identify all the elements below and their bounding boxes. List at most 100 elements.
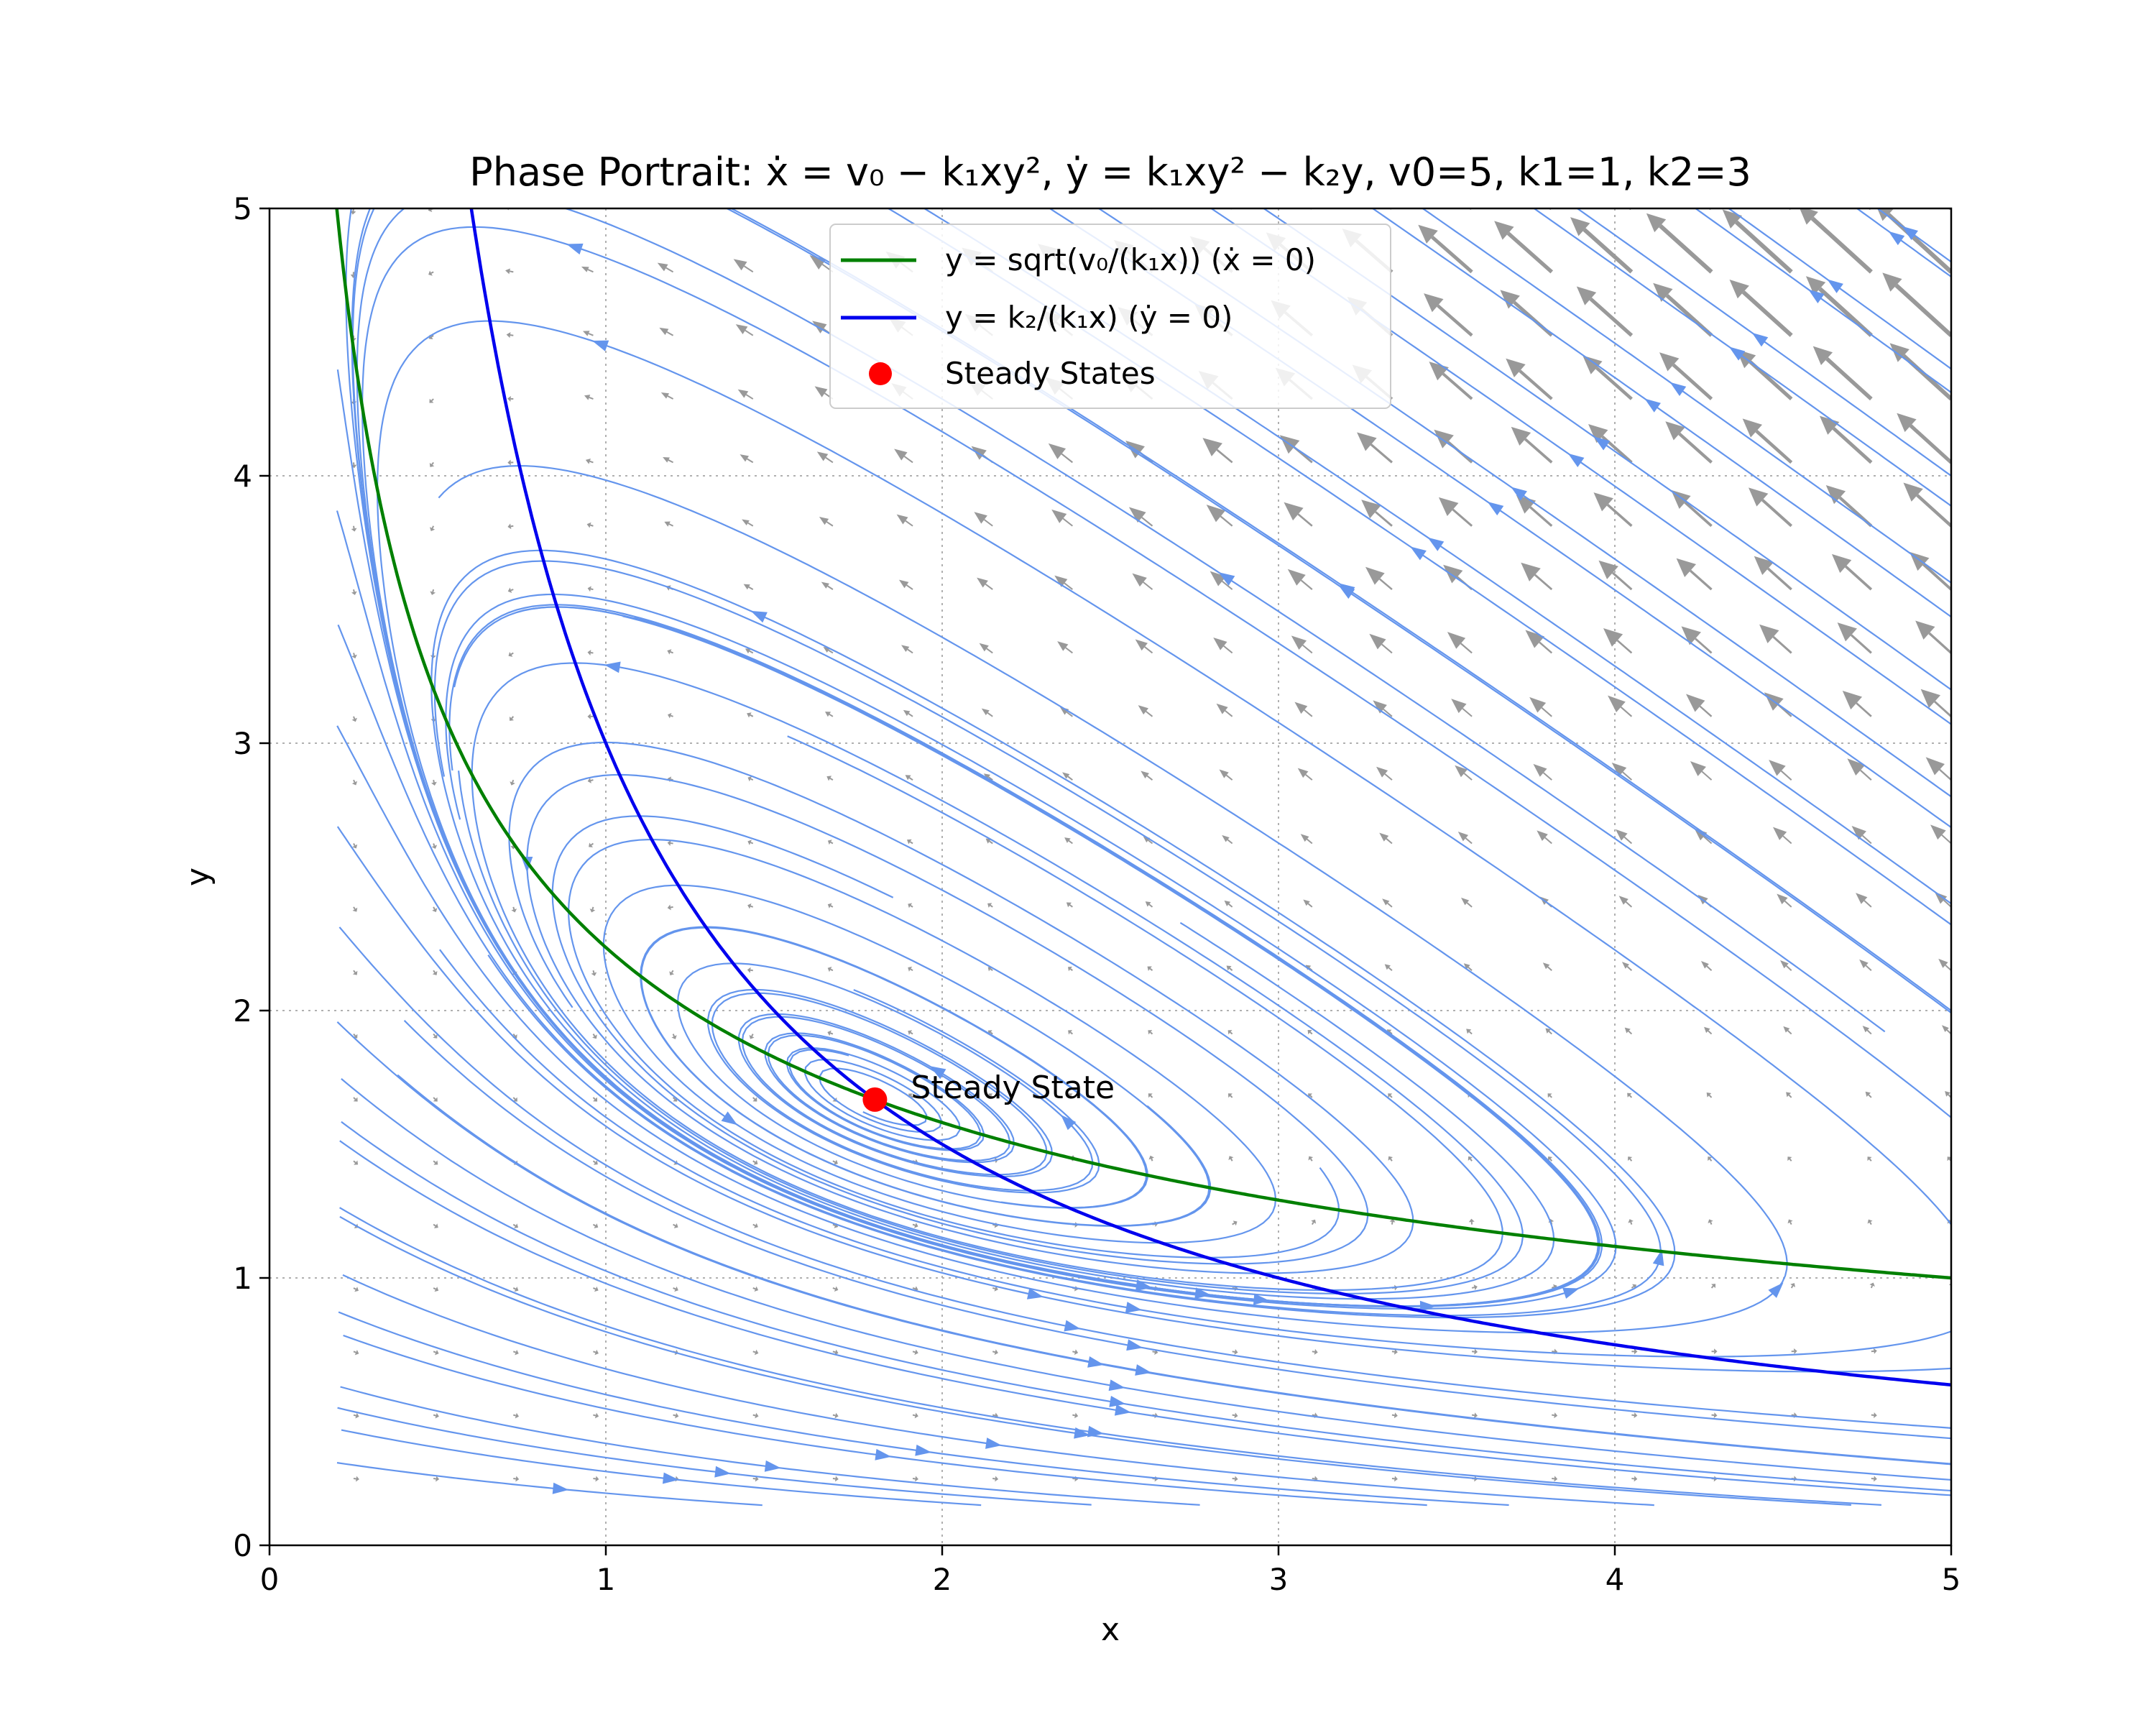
quiver-arrowhead — [905, 775, 911, 781]
steady-state-point — [862, 1087, 888, 1112]
quiver-arrow — [1825, 357, 1873, 401]
quiver-arrow — [1787, 1030, 1792, 1035]
quiver-arrowhead — [1511, 426, 1531, 446]
quiver-arrowhead — [755, 1412, 759, 1419]
quiver-arrowhead — [1786, 1092, 1792, 1098]
quiver-arrowhead — [1379, 832, 1389, 842]
quiver-arrowhead — [1463, 963, 1470, 970]
quiver-arrowhead — [1653, 282, 1673, 303]
quiver-arrowhead — [1227, 1093, 1233, 1098]
quiver-arrowhead — [1634, 1476, 1638, 1482]
quiver-arrowhead — [1311, 1219, 1317, 1224]
quiver-arrow — [593, 1414, 596, 1417]
quiver-arrow — [986, 648, 993, 654]
quiver-arrowhead — [1700, 961, 1709, 969]
quiver-arrowhead — [1772, 827, 1787, 840]
quiver-arrow — [1708, 1030, 1713, 1035]
quiver-arrowhead — [587, 586, 591, 592]
quiver-arrowhead — [834, 1286, 839, 1292]
quiver-arrowhead — [1228, 1156, 1234, 1161]
quiver-arrow — [667, 395, 674, 400]
quiver-arrow — [1699, 705, 1713, 717]
quiver-arrowhead — [1790, 1283, 1795, 1287]
quiver-arrowhead — [1300, 834, 1309, 842]
quiver-arrow — [752, 1414, 756, 1417]
quiver-arrowhead — [1466, 1029, 1472, 1034]
quiver-arrowhead — [1859, 959, 1869, 968]
quiver-arrowhead — [655, 198, 668, 208]
quiver-arrowhead — [819, 517, 829, 525]
quiver-arrowhead — [1704, 1026, 1710, 1034]
streamline — [336, 1462, 763, 1506]
quiver-arrowhead — [1062, 772, 1070, 779]
quiver-arrow — [1755, 430, 1793, 464]
quiver-arrowhead — [1141, 770, 1149, 779]
quiver-arrowhead — [908, 966, 913, 972]
quiver-arrowhead — [352, 844, 358, 849]
quiver-arrowhead — [1627, 1092, 1632, 1098]
quiver-arrowhead — [1234, 1349, 1238, 1355]
quiver-arrowhead — [431, 781, 437, 786]
quiver-arrow — [1868, 1094, 1872, 1098]
quiver-arrowhead — [1708, 1156, 1713, 1162]
quiver-arrow — [751, 1034, 754, 1037]
quiver-arrowhead — [1219, 769, 1229, 778]
y-tick-label: 4 — [233, 459, 252, 494]
streamline-arrow — [1126, 1339, 1143, 1351]
quiver-arrowhead — [1148, 1093, 1153, 1098]
quiver-arrow — [1616, 640, 1633, 654]
quiver-arrow — [1703, 836, 1713, 845]
quiver-arrow — [430, 271, 434, 274]
quiver-arrow — [1749, 360, 1793, 400]
quiver-arrowhead — [505, 268, 510, 275]
quiver-arrow — [1709, 1158, 1713, 1162]
quiver-arrow — [673, 1223, 676, 1227]
quiver-arrowhead — [581, 266, 589, 272]
x-tick-label: 0 — [260, 1562, 280, 1597]
quiver-arrowhead — [745, 648, 751, 654]
streamline-arrow — [1808, 289, 1825, 303]
quiver-arrowhead — [1889, 343, 1909, 362]
streamline-arrow — [721, 1111, 738, 1126]
quiver-arrowhead — [1148, 1155, 1154, 1160]
quiver-arrow — [668, 523, 674, 527]
quiver-arrowhead — [1468, 1218, 1475, 1223]
quiver-arrowhead — [1506, 358, 1526, 377]
quiver-arrowhead — [1376, 766, 1388, 778]
quiver-arrowhead — [436, 1476, 440, 1482]
quiver-arrowhead — [1373, 700, 1387, 714]
quiver-arrow — [1909, 424, 1951, 464]
quiver-arrow — [1312, 1414, 1315, 1417]
quiver-arrow — [1468, 966, 1473, 971]
quiver-arrow — [1305, 773, 1313, 781]
quiver-arrow — [1519, 369, 1553, 400]
quiver-arrow — [1312, 1351, 1315, 1353]
quiver-arrowhead — [1361, 500, 1381, 519]
quiver-arrow — [433, 1414, 436, 1417]
quiver-arrow — [510, 652, 514, 656]
quiver-arrowhead — [1059, 707, 1069, 715]
quiver-arrow — [1462, 707, 1473, 717]
quiver-arrow — [589, 396, 594, 400]
quiver-arrowhead — [585, 459, 591, 464]
quiver-arrowhead — [1545, 1028, 1551, 1034]
nullcline-ydot — [469, 208, 1951, 1387]
x-axis-label: x — [1101, 1611, 1120, 1648]
quiver-arrowhead — [1729, 279, 1749, 299]
quiver-arrowhead — [1867, 1219, 1873, 1224]
quiver-arrowhead — [1953, 1412, 1957, 1418]
quiver-arrowhead — [1659, 352, 1680, 372]
quiver-arrow — [1148, 903, 1153, 908]
quiver-arrow — [670, 714, 673, 717]
quiver-arrowhead — [755, 1476, 759, 1482]
quiver-arrow — [1149, 967, 1153, 971]
quiver-arrow — [1383, 708, 1393, 717]
legend: y = sqrt(v₀/(k₁x)) (ẋ = 0) y = k₂/(k₁x) … — [829, 224, 1391, 409]
quiver-arrow — [907, 648, 913, 654]
quiver-arrowhead — [1384, 964, 1391, 970]
quiver-arrow — [1145, 710, 1153, 717]
quiver-arrowhead — [430, 591, 436, 595]
quiver-arrowhead — [1819, 415, 1840, 435]
quiver-arrowhead — [753, 1159, 758, 1165]
streamline — [1371, 208, 1951, 618]
